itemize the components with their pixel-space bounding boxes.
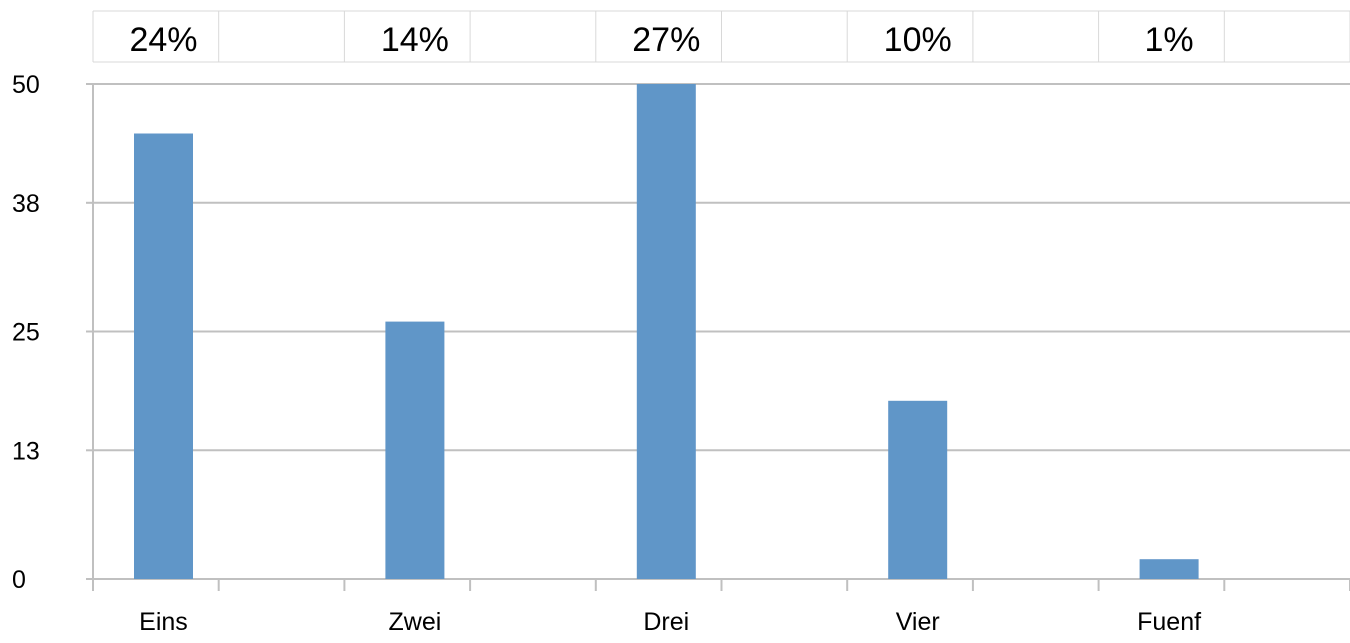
percent-label: 27% (632, 21, 700, 59)
x-tick-label: Vier (896, 608, 940, 636)
y-tick-label: 25 (12, 319, 40, 347)
percent-table: 24% 14% 27% 10% 1% (92, 10, 1350, 63)
y-tick-label: 13 (12, 437, 40, 465)
x-tick-label: Zwei (389, 608, 442, 636)
y-tick-label: 0 (12, 566, 26, 594)
x-tick-label: Drei (643, 608, 689, 636)
percent-label: 1% (1145, 21, 1194, 59)
x-tick-label: Eins (139, 608, 188, 636)
x-tick-label: Fuenf (1137, 608, 1201, 636)
grid-layer (93, 83, 1350, 580)
bar-zwei (385, 321, 445, 579)
y-tick-labels: 0 13 25 38 50 (12, 71, 40, 594)
y-tick-label: 50 (12, 71, 40, 99)
bar-drei (636, 84, 696, 579)
percent-label: 10% (884, 21, 952, 59)
bar-layer (134, 84, 1199, 579)
percent-label: 14% (381, 21, 449, 59)
bar-fuenf (1139, 559, 1199, 579)
percent-label: 24% (129, 21, 197, 59)
x-tick-labels: Eins Zwei Drei Vier Fuenf (139, 608, 1201, 636)
bar-eins (134, 133, 193, 579)
axis-layer (86, 83, 1350, 591)
y-tick-label: 38 (12, 190, 40, 218)
bar-vier (888, 400, 948, 579)
